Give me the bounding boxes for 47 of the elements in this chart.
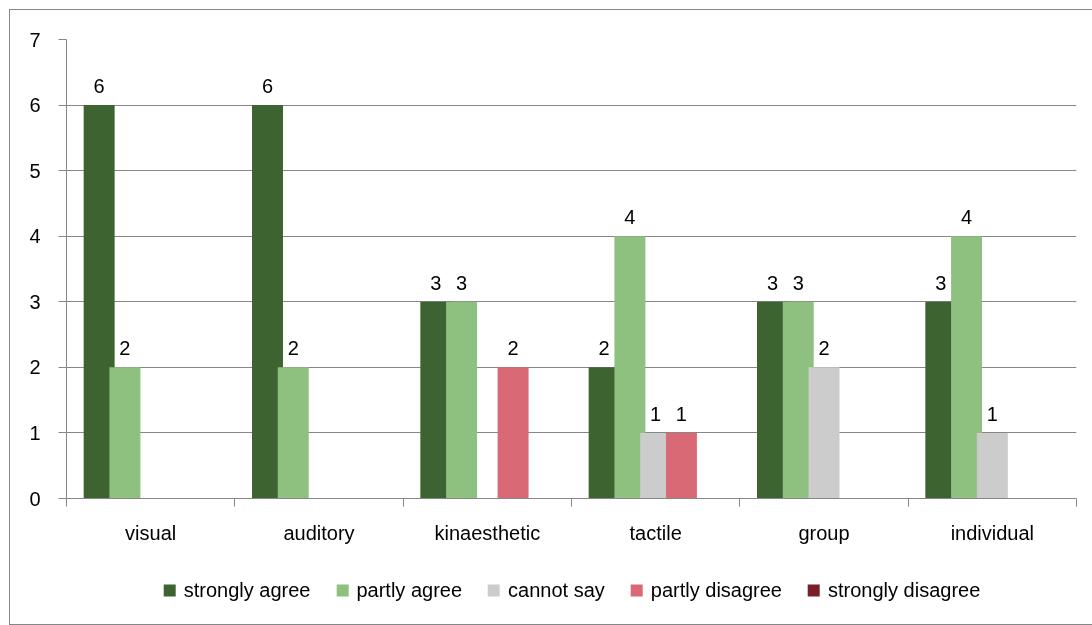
legend-label: strongly agree	[183, 578, 311, 602]
y-tick-label: 2	[29, 356, 41, 379]
bar	[497, 367, 529, 499]
data-label: 3	[766, 271, 779, 294]
data-label: 6	[93, 75, 105, 98]
bar	[976, 432, 1008, 499]
data-label: 6	[261, 75, 274, 98]
bar	[83, 105, 115, 499]
data-label: 1	[986, 402, 998, 425]
data-label: 3	[792, 271, 804, 294]
data-label: 2	[287, 337, 299, 360]
bar	[665, 432, 697, 499]
data-label: 3	[935, 271, 947, 294]
y-tick-label: 6	[29, 94, 41, 117]
x-tick-label: kinaesthetic	[434, 521, 541, 544]
data-label: 3	[430, 271, 442, 294]
legend-label: strongly disagree	[827, 578, 981, 602]
y-tick-label: 0	[29, 487, 41, 510]
data-label: 1	[650, 402, 662, 425]
y-tick-label: 3	[29, 290, 41, 313]
bar	[109, 367, 141, 499]
bar	[252, 105, 283, 499]
x-tick-label: individual	[950, 521, 1035, 544]
x-tick-label: tactile	[629, 521, 682, 544]
data-label: 4	[961, 206, 973, 229]
data-label: 1	[675, 402, 687, 425]
bar	[951, 236, 983, 499]
data-label: 4	[624, 206, 636, 229]
data-label: 2	[119, 337, 131, 360]
x-tick-label: group	[798, 521, 850, 544]
y-tick-label: 1	[29, 421, 41, 444]
legend-label: partly agree	[356, 578, 463, 602]
x-tick-label: auditory	[283, 521, 355, 544]
bar	[277, 367, 309, 499]
bar	[808, 367, 840, 499]
data-label: 2	[598, 337, 610, 360]
bar	[446, 301, 478, 499]
legend-label: cannot say	[508, 578, 605, 602]
bar	[614, 236, 646, 499]
y-tick-label: 7	[29, 28, 41, 51]
data-label: 2	[507, 337, 519, 360]
data-label: 2	[818, 337, 830, 360]
data-label: 3	[456, 271, 468, 294]
y-tick-label: 5	[29, 159, 41, 182]
legend-label: partly disagree	[650, 578, 782, 602]
y-tick-label: 4	[29, 225, 41, 248]
x-tick-label: visual	[125, 521, 177, 544]
